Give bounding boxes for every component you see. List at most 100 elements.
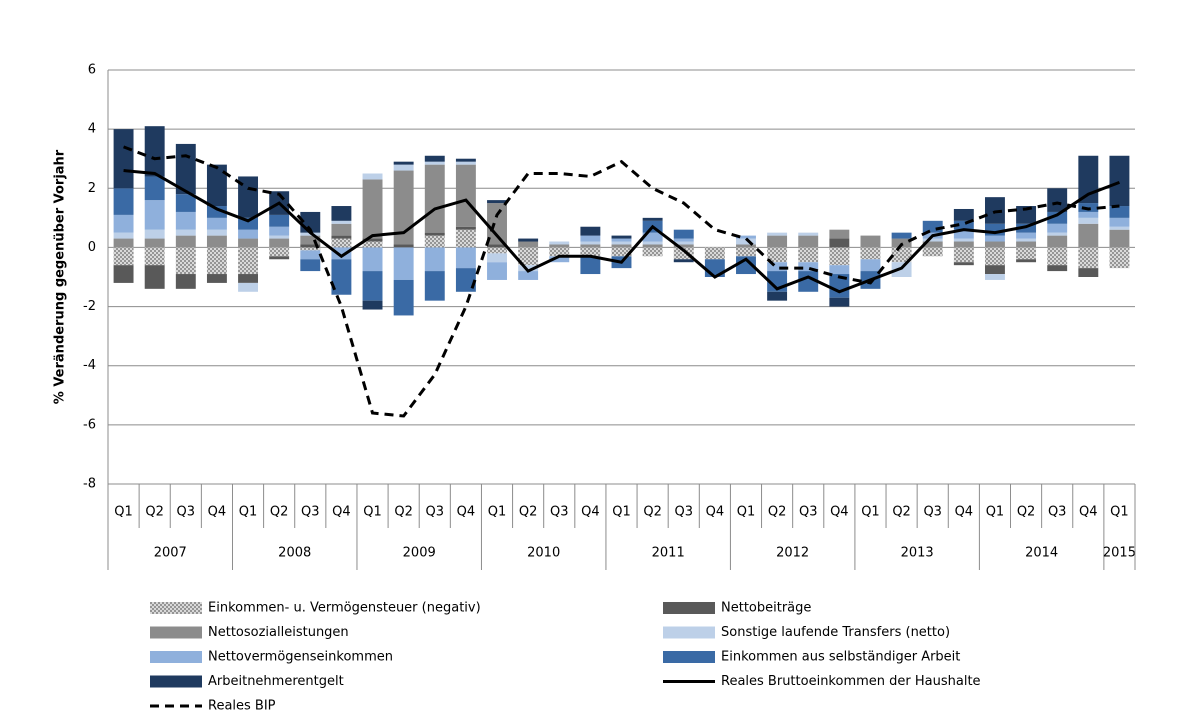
- bar-segment: [206, 217, 227, 230]
- bar-segment: [953, 238, 974, 242]
- y-tick-label: -2: [83, 299, 96, 314]
- year-label: 2011: [652, 546, 685, 561]
- bar-segment: [673, 238, 694, 242]
- bar-segment: [300, 244, 321, 248]
- bar-segment: [393, 161, 414, 165]
- bar-segment: [829, 247, 850, 266]
- bar-segment: [113, 232, 134, 239]
- year-label: 2014: [1025, 546, 1058, 561]
- bar-segment: [487, 244, 507, 248]
- x-tick-label: Q4: [1079, 505, 1098, 520]
- bar-segment: [953, 229, 974, 239]
- legend-swatch: [150, 602, 202, 614]
- x-tick-label: Q4: [457, 505, 476, 520]
- bar-segment: [798, 247, 819, 263]
- bar-segment: [984, 223, 1005, 236]
- bar-segment: [113, 188, 134, 215]
- year-label: 2012: [776, 546, 809, 561]
- bar-segment: [1109, 217, 1130, 227]
- bar-segment: [673, 259, 694, 263]
- bar-segment: [953, 208, 974, 221]
- bar-segment: [984, 247, 1005, 266]
- bar-segment: [580, 241, 601, 245]
- legend-swatch: [663, 602, 715, 614]
- bar-segment: [736, 238, 756, 245]
- bar-segment: [144, 176, 165, 201]
- x-tick-label: Q4: [208, 505, 227, 520]
- bar-segment: [424, 271, 445, 301]
- bar-segment: [1047, 223, 1068, 233]
- bar-segment: [300, 247, 321, 251]
- legend-label: Reales BIP: [208, 699, 276, 714]
- bar-segment: [175, 143, 196, 195]
- bar-segment: [144, 200, 165, 230]
- bar-segment: [113, 247, 134, 266]
- bar-segment: [1078, 217, 1099, 224]
- x-tick-label: Q1: [1110, 505, 1129, 520]
- x-tick-label: Q1: [363, 505, 382, 520]
- line-series: [123, 145, 1120, 418]
- bar-segment: [642, 217, 663, 221]
- bar-segment: [642, 241, 663, 245]
- x-tick-label: Q2: [519, 505, 538, 520]
- x-tick-label: Q3: [674, 505, 693, 520]
- x-tick-label: Q1: [114, 505, 133, 520]
- y-tick-label: -4: [83, 358, 96, 373]
- bar-segment: [362, 179, 383, 239]
- bar-segment: [487, 247, 507, 254]
- x-tick-label: Q4: [332, 505, 351, 520]
- bar-segment: [1047, 247, 1068, 266]
- bar-segment: [362, 173, 383, 180]
- bar-segment: [113, 265, 134, 283]
- bar-segment: [922, 247, 943, 257]
- bar-segment: [1047, 188, 1068, 212]
- y-tick-label: 6: [88, 63, 96, 78]
- bar-segment: [1047, 211, 1068, 224]
- x-tick-label: Q3: [1048, 505, 1067, 520]
- bar-segment: [362, 238, 383, 242]
- bar-segment: [767, 291, 788, 301]
- bar-segment: [673, 229, 694, 239]
- bar-segment: [238, 238, 259, 248]
- bar-segment: [829, 229, 850, 239]
- x-tick-label: Q4: [581, 505, 600, 520]
- year-label: 2010: [527, 546, 560, 561]
- year-label: 2007: [154, 546, 187, 561]
- bar-segment: [269, 256, 290, 260]
- legend-label: Einkommen- u. Vermögensteuer (negativ): [208, 601, 481, 616]
- x-tick-label: Q3: [799, 505, 818, 520]
- year-label: 2015: [1103, 546, 1136, 561]
- bar-segment: [518, 241, 539, 248]
- x-tick-label: Q1: [737, 505, 756, 520]
- bar-segment: [549, 247, 570, 257]
- bar-segment: [953, 220, 974, 230]
- x-tick-label: Q4: [955, 505, 974, 520]
- bar-segment: [580, 256, 601, 275]
- bar-segment: [238, 247, 259, 275]
- bar-segment: [455, 158, 476, 162]
- x-tick-label: Q4: [830, 505, 849, 520]
- bar-segment: [611, 244, 632, 248]
- bar-segment: [238, 282, 259, 292]
- bar-segment: [362, 300, 383, 310]
- bar-segment: [1109, 229, 1130, 248]
- bar-segment: [736, 247, 756, 257]
- bar-segment: [1047, 265, 1068, 272]
- bar-segment: [113, 214, 134, 233]
- bar-segment: [238, 176, 259, 218]
- bar-segment: [1016, 241, 1037, 248]
- bar-segment: [424, 235, 445, 248]
- bar-segment: [767, 262, 788, 272]
- bar-segment: [144, 238, 165, 248]
- bar-segment: [393, 164, 414, 171]
- bar-segment: [984, 265, 1005, 275]
- bar-segment: [611, 241, 632, 245]
- x-tick-label: Q1: [986, 505, 1005, 520]
- bar-segment: [144, 229, 165, 239]
- bar-segment: [455, 164, 476, 227]
- bar-segment: [984, 235, 1005, 242]
- bar-segment: [611, 238, 632, 242]
- bar-segment: [642, 232, 663, 242]
- bar-segment: [424, 232, 445, 236]
